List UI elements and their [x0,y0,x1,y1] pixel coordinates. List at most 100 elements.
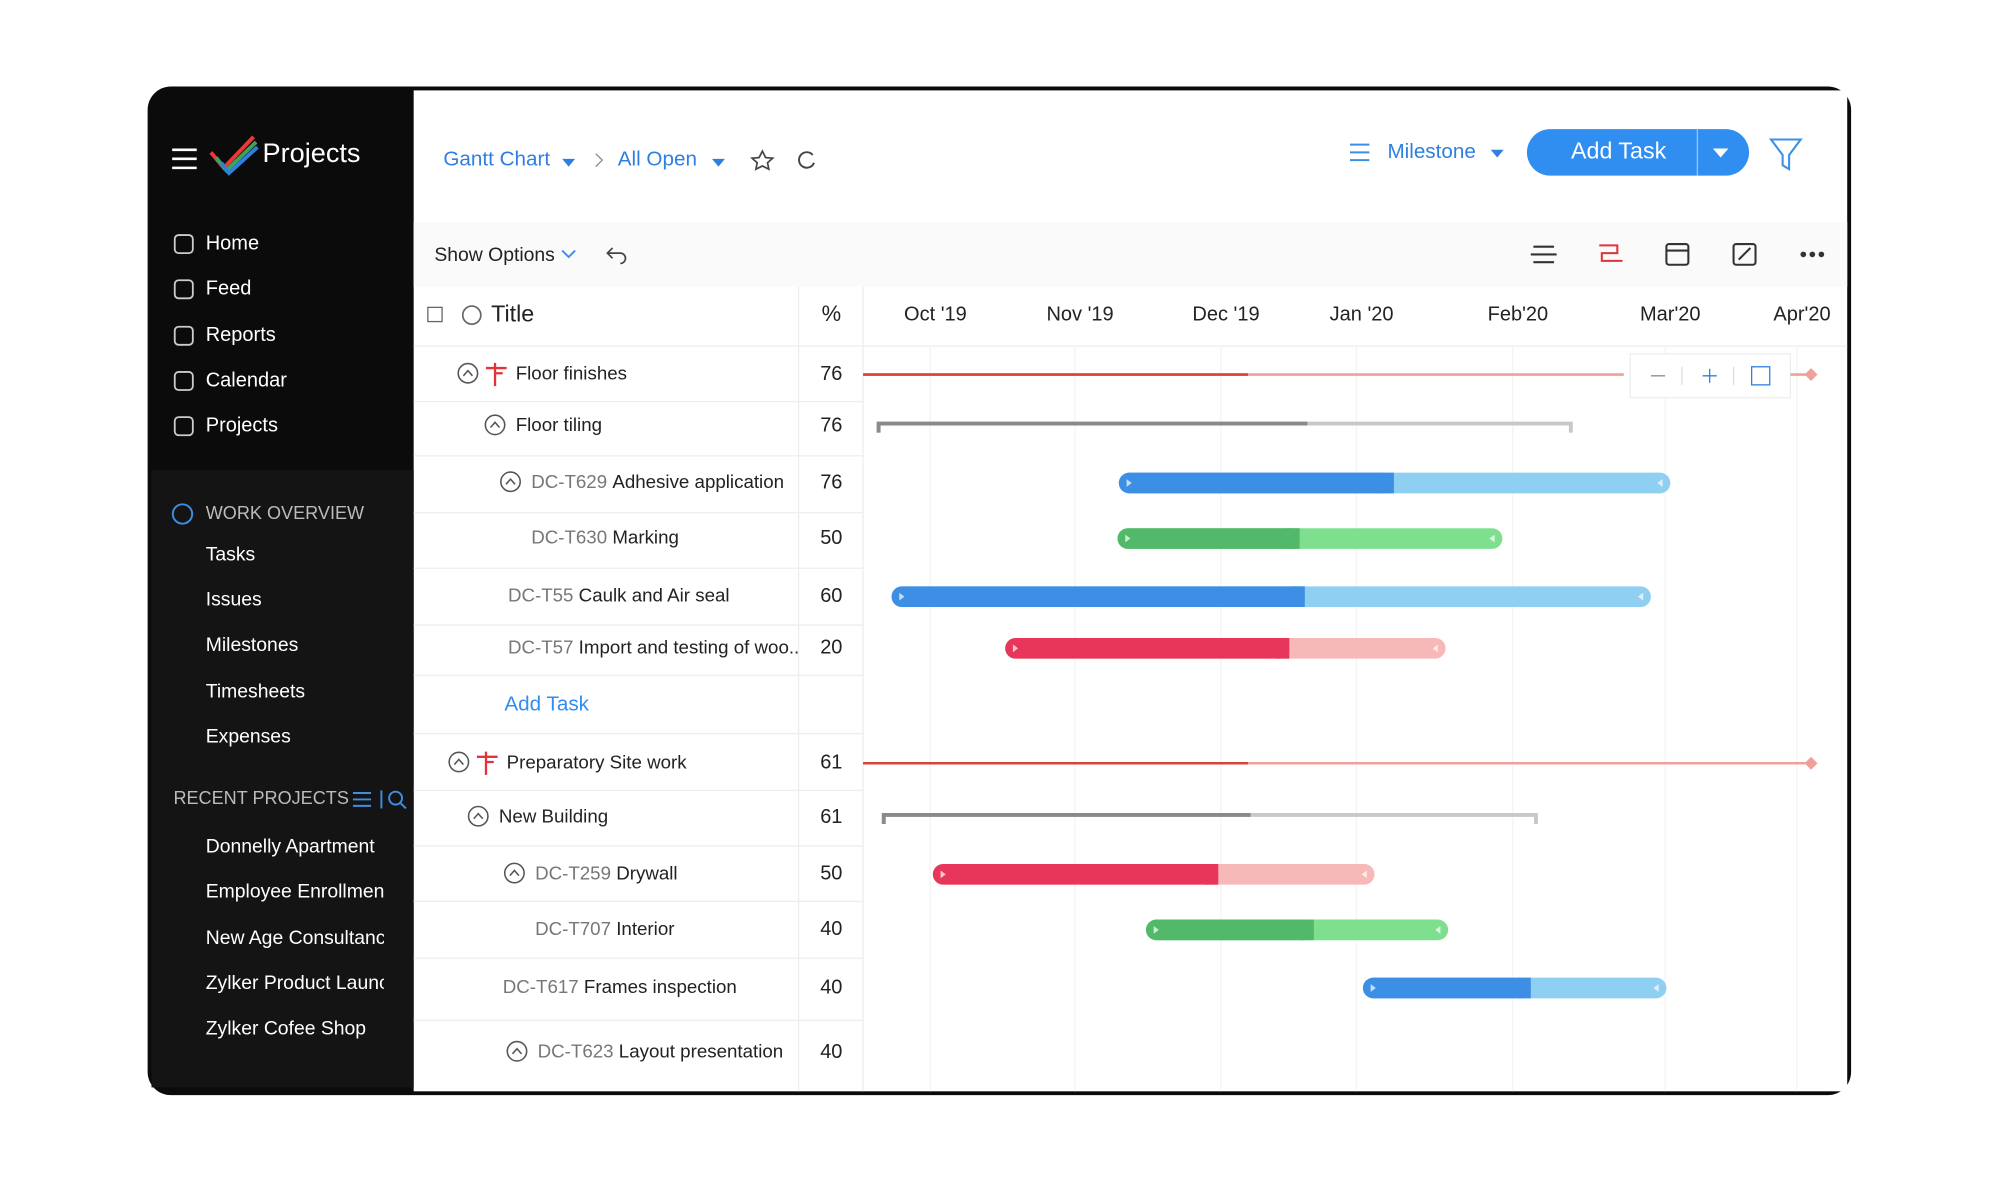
collapse-icon[interactable] [506,1040,528,1062]
milestone-diamond[interactable] [1804,368,1818,381]
dropdown-arrow[interactable] [561,249,576,259]
filter-search-icons[interactable] [352,790,407,810]
project-link[interactable]: Donnelly Apartment [206,835,376,857]
dropdown-arrow[interactable] [1712,148,1729,158]
task-title[interactable]: DC-T630 Marking [531,526,679,547]
add-task-label[interactable]: Add Task [1571,138,1667,164]
logo [209,135,259,176]
nav-item[interactable]: Milestones [206,634,299,656]
task-title[interactable]: DC-T623 Layout presentation [538,1040,784,1061]
collapse-icon[interactable] [448,751,470,773]
task-title[interactable]: New Building [499,805,608,826]
add-task-button[interactable] [1526,129,1750,176]
collapse-chevron [489,421,501,428]
zoom-controls [1629,353,1792,399]
task-name[interactable]: Frames inspection [584,976,737,997]
task-id[interactable]: DC-T57 [508,636,574,657]
collapse-icon[interactable] [500,471,521,493]
percent: 50 [820,863,842,885]
task-title[interactable]: DC-T629 Adhesive application [531,471,784,492]
nav-item[interactable]: Projects [206,414,278,436]
collapse-icon[interactable] [467,805,489,827]
breadcrumb[interactable]: All Open [618,148,697,171]
nav-item[interactable]: Calendar [206,369,288,391]
task-id[interactable]: DC-T707 [535,918,611,939]
task-id[interactable]: DC-T630 [531,526,607,547]
menu-icon[interactable] [172,148,197,170]
section-title[interactable]: WORK OVERVIEW [206,503,364,523]
milestone-dropdown[interactable]: Milestone [1387,140,1475,163]
task-name[interactable]: Interior [616,918,674,939]
task-name[interactable]: Adhesive application [612,471,784,492]
star-icon[interactable] [750,149,775,171]
nav-item[interactable]: Home [206,232,259,254]
dropdown-arrow[interactable] [562,158,576,167]
percent: 60 [820,585,842,607]
task-title[interactable]: DC-T707 Interior [535,918,674,939]
project-link[interactable]: Zylker Cofee Shop [206,1017,366,1039]
dropdown-arrow[interactable] [1490,149,1504,158]
collapse-icon[interactable] [484,414,506,436]
task-title[interactable]: DC-T55 Caulk and Air seal [508,585,730,606]
refresh-icon[interactable] [798,151,815,169]
task-title[interactable]: Floor finishes [516,362,627,383]
task-name[interactable]: Preparatory Site work [507,751,688,772]
project-link[interactable]: New Age Consultanc [206,927,386,949]
task-id[interactable]: DC-T259 [535,862,611,883]
task-title[interactable]: Floor tiling [516,414,602,435]
task-progress [1380,472,1394,494]
task-id[interactable]: DC-T55 [508,585,574,606]
collapse-icon[interactable] [503,862,525,884]
task-id[interactable]: DC-T623 [538,1040,614,1061]
month-label: Mar'20 [1640,303,1701,325]
column-header[interactable]: Title [491,300,534,326]
nav-item[interactable]: Issues [206,589,262,611]
nav-item[interactable]: Reports [206,324,276,346]
view-icons[interactable] [1530,243,1757,266]
collapse-icon[interactable] [457,362,479,384]
nav-item[interactable]: Timesheets [206,680,305,702]
project-link[interactable]: Zylker Product Launc [206,972,389,994]
nav-item[interactable]: Expenses [206,726,291,748]
task-name[interactable]: Drywall [616,862,677,883]
table-icon[interactable] [427,306,443,323]
nav-item[interactable]: Feed [206,278,252,300]
task-id[interactable]: DC-T629 [531,471,607,492]
task-title[interactable]: DC-T259 Drywall [535,862,678,883]
task-id[interactable]: DC-T617 [503,976,579,997]
filter-icon[interactable] [1768,138,1803,172]
app-title: Projects [263,137,361,168]
task-name[interactable]: Caulk and Air seal [579,585,730,606]
fit-icon[interactable] [1750,366,1771,386]
task-title[interactable]: DC-T617 Frames inspection [503,976,737,997]
task-progress [1118,472,1394,494]
nav-item[interactable]: Tasks [206,543,255,565]
nav-icon [173,234,194,255]
percent: 76 [820,414,842,436]
show-options[interactable]: Show Options [434,244,555,266]
collapse-all-icon[interactable] [461,305,482,326]
task-title[interactable]: Preparatory Site work [507,751,688,772]
task-name[interactable]: New Building [499,805,608,826]
more-icon[interactable] [1800,251,1825,258]
milestone-diamond[interactable] [1804,756,1818,770]
dropdown-arrow[interactable] [711,158,725,167]
percent: 76 [820,363,842,385]
percent: 40 [820,918,842,940]
undo-icon[interactable] [606,247,627,265]
task-name[interactable]: Floor tiling [516,414,602,435]
task-title[interactable]: DC-T57 Import and testing of woo.. [508,636,799,657]
zoom-in[interactable] [1702,368,1717,383]
task-name[interactable]: Floor finishes [516,362,627,383]
project-link[interactable]: Employee Enrollmen [206,881,385,903]
percent: 40 [820,976,842,998]
breadcrumb[interactable]: Gantt Chart [443,148,550,171]
task-name[interactable]: Marking [612,526,679,547]
task-name[interactable]: Layout presentation [619,1040,783,1061]
task-name[interactable]: Import and testing of woo.. [579,636,800,657]
column-header[interactable]: % [822,301,842,326]
collapse-icon[interactable] [171,503,194,525]
add-task-link[interactable]: Add Task [504,693,589,716]
